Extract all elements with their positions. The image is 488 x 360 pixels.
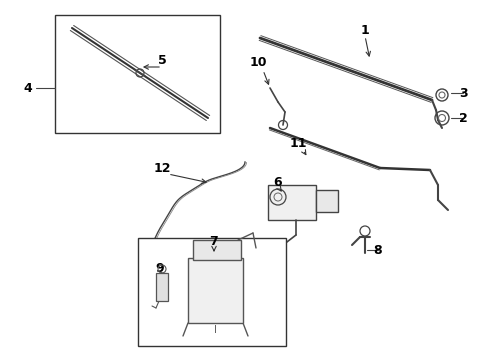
Bar (138, 238, 285, 346)
Bar (55, 15, 220, 133)
Text: 5: 5 (157, 54, 166, 67)
Bar (267, 185, 315, 220)
Text: 10: 10 (249, 55, 266, 68)
Text: 1: 1 (360, 23, 368, 36)
Text: 4: 4 (23, 81, 32, 95)
Text: 8: 8 (373, 243, 382, 257)
Text: 6: 6 (273, 176, 282, 189)
Text: 11: 11 (289, 136, 306, 149)
Bar (187, 258, 243, 323)
Bar (193, 240, 241, 260)
Bar (315, 190, 337, 212)
Text: 9: 9 (155, 261, 164, 274)
Text: 12: 12 (153, 162, 170, 175)
Text: 2: 2 (458, 112, 467, 125)
Text: 3: 3 (458, 86, 467, 99)
Bar (156, 273, 168, 301)
Text: 7: 7 (209, 234, 218, 248)
Text: I: I (213, 325, 216, 335)
